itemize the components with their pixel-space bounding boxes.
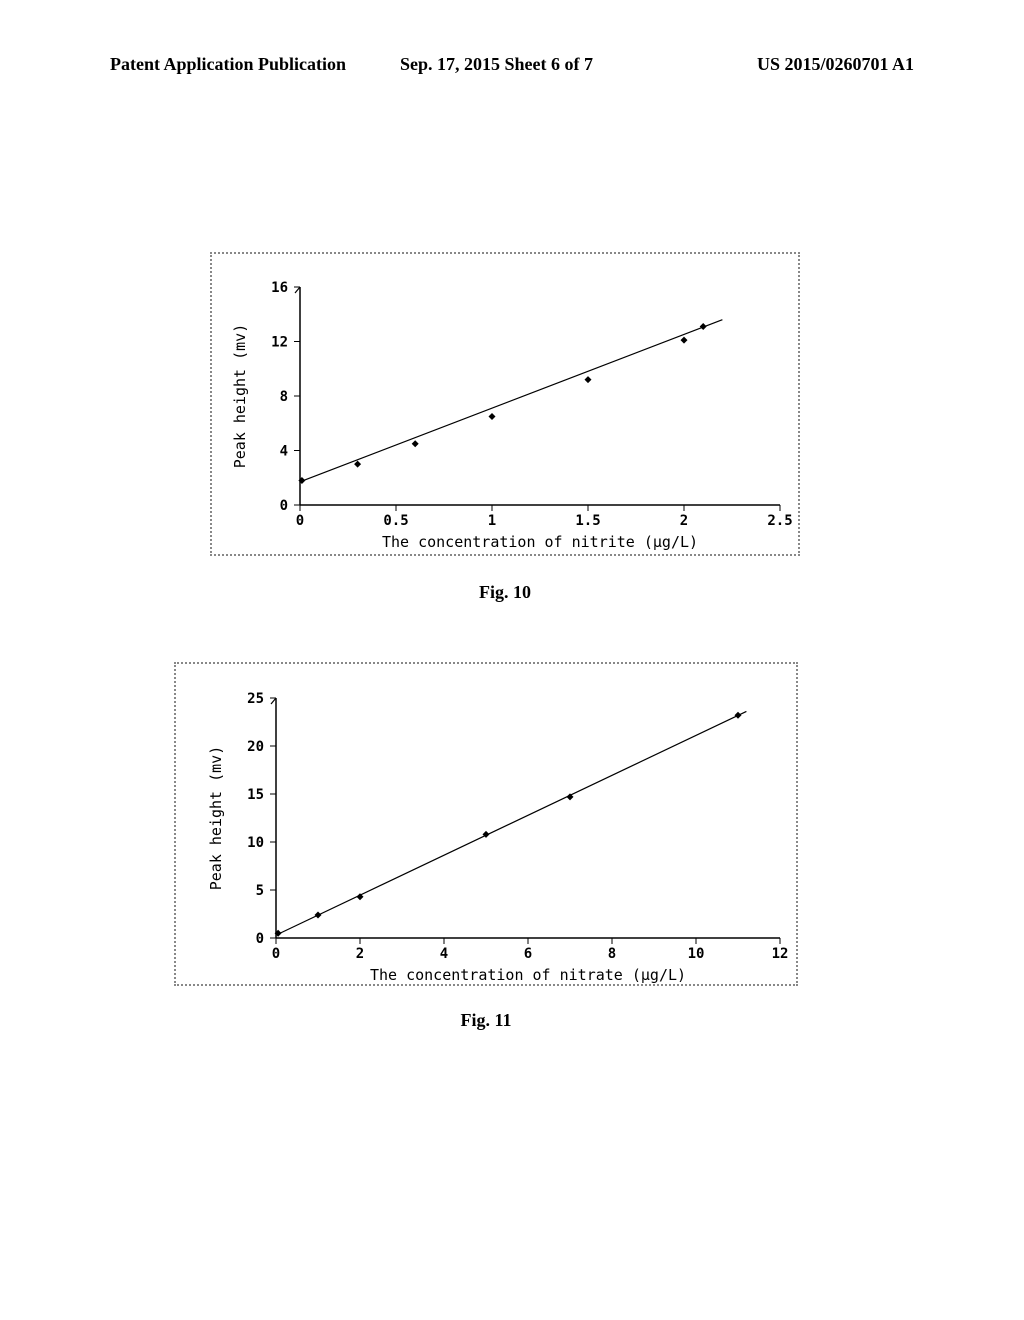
svg-text:15: 15 [247,787,264,803]
svg-text:12: 12 [772,946,789,962]
svg-text:10: 10 [247,835,264,851]
svg-text:1.5: 1.5 [575,513,600,529]
svg-text:1: 1 [488,513,496,529]
svg-text:0: 0 [296,513,304,529]
header-left: Patent Application Publication [110,54,346,75]
header-right: US 2015/0260701 A1 [757,54,914,75]
svg-text:The concentration of nitrite (: The concentration of nitrite (μg/L) [382,533,698,551]
chart-1-caption: Fig. 10 [405,582,605,603]
svg-text:25: 25 [247,691,264,707]
chart-2-caption: Fig. 11 [386,1010,586,1031]
svg-text:10: 10 [688,946,705,962]
svg-text:2.5: 2.5 [767,513,792,529]
svg-text:0: 0 [256,931,264,947]
svg-text:Peak height (mv): Peak height (mv) [207,746,225,891]
svg-text:0.5: 0.5 [383,513,408,529]
svg-text:8: 8 [280,389,288,405]
svg-text:8: 8 [608,946,616,962]
svg-text:0: 0 [280,498,288,514]
svg-text:2: 2 [356,946,364,962]
svg-text:4: 4 [280,444,288,460]
svg-text:4: 4 [440,946,448,962]
chart-1: 0 0.5 1 1.5 2 2.5 0 4 8 12 16 The concentration of … [210,267,800,565]
svg-text:16: 16 [271,280,288,296]
svg-text:12: 12 [271,335,288,351]
header-center: Sep. 17, 2015 Sheet 6 of 7 [400,54,593,75]
svg-text:20: 20 [247,739,264,755]
svg-text:6: 6 [524,946,532,962]
svg-text:The concentration of nitrate (: The concentration of nitrate (μg/L) [370,966,686,984]
svg-text:5: 5 [256,883,264,899]
svg-text:Peak height (mv): Peak height (mv) [231,324,249,469]
svg-text:0: 0 [272,946,280,962]
svg-text:2: 2 [680,513,688,529]
chart-2: 0 2 4 6 8 10 12 0 5 10 15 20 25 The concentration of … [186,678,800,998]
